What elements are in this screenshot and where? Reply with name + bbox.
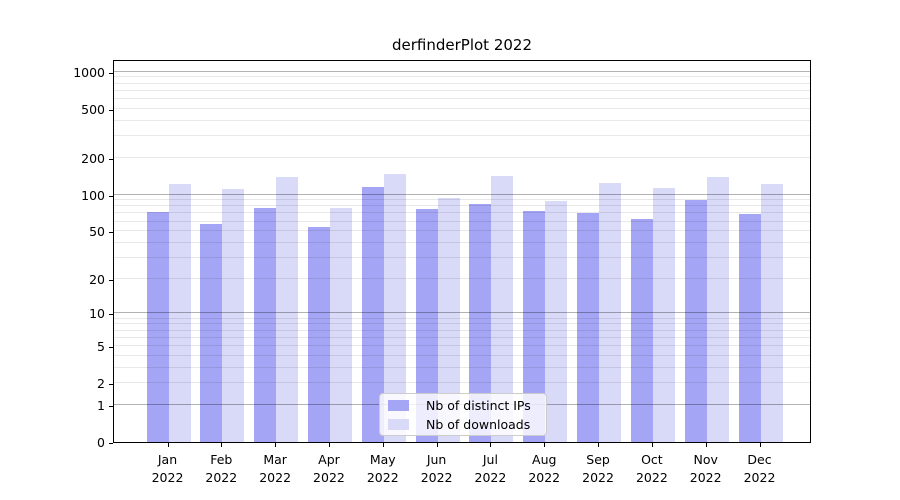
y-tick-label-100: 100	[81, 187, 105, 203]
x-tick-mark	[490, 443, 492, 447]
x-tick-mark	[436, 443, 438, 447]
bar-ips-jul	[469, 204, 492, 442]
bar-downloads-jun	[437, 197, 460, 442]
bar-downloads-apr	[329, 208, 352, 442]
x-tick-label-year: 2022	[474, 469, 507, 485]
x-tick-mark	[167, 443, 169, 447]
bar-ips-dec	[738, 214, 761, 442]
x-tick-mark	[544, 443, 546, 447]
x-tick-mark	[328, 443, 330, 447]
x-tick-label-jan: Jan 2022	[133, 451, 203, 486]
bar-downloads-feb	[222, 188, 245, 442]
legend: Nb of distinct IPs Nb of downloads	[379, 393, 547, 436]
x-tick-label-year: 2022	[582, 469, 614, 485]
x-tick-label-jul: Jul 2022	[455, 451, 525, 486]
chart-title: derfinderPlot 2022	[391, 36, 532, 54]
x-tick-label-jun: Jun 2022	[402, 451, 472, 486]
y-tick-label-2: 2	[97, 376, 105, 392]
bar-downloads-jul	[491, 176, 514, 442]
bar-ips-oct	[630, 219, 653, 442]
x-tick-mark	[221, 443, 223, 447]
bar-downloads-aug	[545, 200, 568, 442]
y-tick-mark	[109, 405, 113, 407]
x-tick-label-year: 2022	[151, 469, 184, 485]
bar-downloads-mar	[276, 176, 299, 442]
y-tick-mark	[109, 195, 113, 197]
plot-area	[113, 60, 811, 443]
x-tick-label-may: May 2022	[348, 451, 418, 486]
y-tick-label-5: 5	[97, 338, 105, 354]
y-tick-mark	[109, 109, 113, 111]
x-tick-label-year: 2022	[689, 469, 722, 485]
y-tick-mark	[109, 158, 113, 160]
bar-ips-may	[361, 187, 384, 442]
x-tick-mark	[705, 443, 707, 447]
bar-downloads-sep	[599, 182, 622, 442]
x-tick-label-year: 2022	[259, 469, 292, 485]
bar-ips-feb	[200, 224, 223, 442]
y-tick-label-200: 200	[81, 150, 105, 166]
bar-downloads-dec	[760, 184, 783, 442]
x-tick-label-year: 2022	[313, 469, 345, 485]
x-tick-label-apr: Apr 2022	[294, 451, 364, 486]
y-tick-label-10: 10	[89, 306, 105, 322]
x-tick-label-year: 2022	[205, 469, 238, 485]
x-tick-label-year: 2022	[366, 469, 399, 485]
x-tick-label-sep: Sep 2022	[563, 451, 633, 486]
x-tick-label-mar: Mar 2022	[240, 451, 310, 486]
y-tick-mark	[109, 443, 113, 444]
legend-swatch-downloads	[388, 418, 409, 430]
y-tick-label-50: 50	[89, 224, 105, 240]
x-tick-mark	[598, 443, 600, 447]
bar-downloads-oct	[652, 188, 675, 442]
x-tick-label-dec: Dec 2022	[725, 451, 795, 486]
y-tick-label-1000: 1000	[73, 64, 105, 80]
x-tick-label-year: 2022	[420, 469, 453, 485]
x-tick-mark	[651, 443, 653, 447]
legend-row-downloads: Nb of downloads	[388, 417, 538, 432]
x-tick-label-year: 2022	[743, 469, 776, 485]
y-tick-mark	[109, 72, 113, 74]
y-tick-label-1: 1	[97, 397, 105, 413]
bar-ips-apr	[307, 227, 330, 442]
x-tick-mark	[275, 443, 277, 447]
x-tick-mark	[759, 443, 761, 447]
bar-ips-nov	[684, 200, 707, 442]
y-tick-mark	[109, 346, 113, 348]
x-tick-label-oct: Oct 2022	[617, 451, 687, 486]
bar-ips-sep	[577, 212, 600, 442]
x-tick-label-year: 2022	[635, 469, 668, 485]
x-tick-label-nov: Nov 2022	[671, 451, 741, 486]
x-tick-mark	[382, 443, 384, 447]
y-tick-mark	[109, 232, 113, 234]
bar-downloads-nov	[706, 177, 729, 442]
legend-swatch-distinct-ips	[388, 399, 409, 411]
y-tick-mark	[109, 314, 113, 316]
y-tick-label-500: 500	[81, 101, 105, 117]
bar-ips-jan	[146, 211, 169, 442]
bar-downloads-may	[383, 173, 406, 442]
x-tick-label-aug: Aug 2022	[509, 451, 579, 486]
bar-downloads-jan	[168, 184, 191, 442]
legend-label-distinct-ips: Nb of distinct IPs	[426, 397, 531, 413]
bars-layer	[114, 61, 810, 442]
y-tick-mark	[109, 279, 113, 281]
legend-label-downloads: Nb of downloads	[426, 416, 531, 432]
bar-ips-jun	[415, 209, 438, 442]
x-tick-label-feb: Feb 2022	[186, 451, 256, 486]
legend-row-distinct-ips: Nb of distinct IPs	[388, 398, 538, 413]
bar-ips-aug	[523, 211, 546, 442]
bar-ips-mar	[254, 207, 277, 442]
x-tick-label-year: 2022	[528, 469, 561, 485]
y-tick-label-20: 20	[89, 271, 105, 287]
y-tick-label-0: 0	[97, 435, 105, 450]
y-tick-mark	[109, 384, 113, 386]
